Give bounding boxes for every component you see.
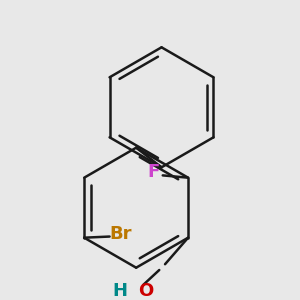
Text: F: F [147, 163, 160, 181]
Text: H: H [112, 282, 127, 300]
Text: O: O [139, 282, 154, 300]
Text: Br: Br [110, 225, 132, 243]
